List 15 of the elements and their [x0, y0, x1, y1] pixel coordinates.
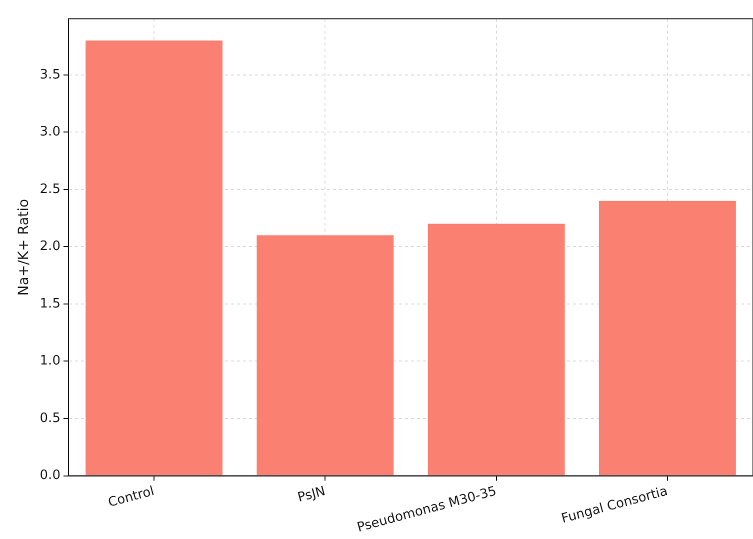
y-tick-label: 0.5 [40, 410, 60, 426]
y-tick-label: 3.0 [40, 124, 60, 140]
bar [428, 224, 565, 476]
y-tick-label: 1.0 [40, 354, 60, 369]
x-tick-label: PsJN [296, 484, 328, 506]
y-tick-label: 2.5 [40, 182, 60, 197]
bar [86, 40, 222, 476]
y-axis-title: Na+/K+ Ratio [16, 198, 32, 296]
x-tick-label: Control [106, 484, 156, 511]
bar [256, 235, 394, 476]
y-tick-label: 1.5 [40, 296, 60, 312]
y-tick-label: 3.5 [40, 67, 60, 82]
y-tick-label: 0.0 [40, 468, 60, 484]
bar [598, 200, 736, 476]
y-tick-label: 2.0 [40, 239, 60, 254]
